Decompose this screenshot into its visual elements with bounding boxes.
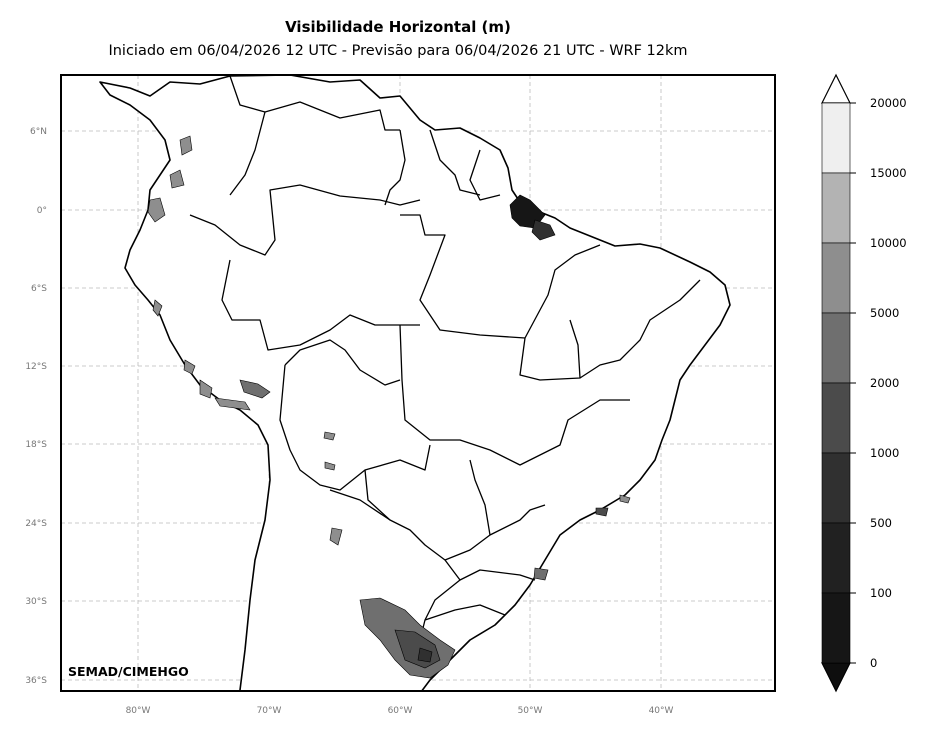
political-borders (189, 75, 701, 651)
colorbar-segment (821, 312, 851, 384)
latitude-labels: 6°N 0° 6°S 12°S 18°S 24°S 30°S 36°S (25, 127, 47, 686)
colorbar-segment (821, 242, 851, 314)
lon-label: 40°W (649, 706, 674, 716)
colorbar-extend-top (821, 73, 851, 104)
colorbar-segment (821, 452, 851, 524)
lat-label: 36°S (25, 676, 47, 686)
lon-label: 70°W (257, 706, 282, 716)
colorbar-tick-label: 500 (870, 516, 892, 530)
colorbar-tick-label: 0 (870, 656, 877, 670)
colorbar-tick-label: 100 (870, 586, 892, 600)
colorbar-segment (821, 592, 851, 664)
lon-label: 80°W (126, 706, 151, 716)
longitude-labels: 80°W 70°W 60°W 50°W 40°W (126, 706, 674, 716)
lat-label: 6°N (30, 127, 47, 137)
map-title: Visibilidade Horizontal (m) (285, 18, 511, 36)
lat-label: 18°S (25, 440, 47, 450)
credit-label: SEMAD/CIMEHGO (68, 664, 189, 679)
map-frame (60, 74, 776, 692)
colorbar-segment (821, 102, 851, 174)
colorbar-segment (821, 522, 851, 594)
lat-label: 6°S (31, 284, 47, 294)
colorbar-tick-label: 2000 (870, 376, 899, 390)
colorbar-tick-label: 20000 (870, 96, 907, 110)
colorbar-segment (821, 172, 851, 244)
colorbar-tick-label: 15000 (870, 166, 907, 180)
colorbar-tick-label: 1000 (870, 446, 899, 460)
low-visibility-areas (147, 135, 631, 679)
lat-label: 0° (37, 206, 47, 216)
lon-label: 50°W (518, 706, 543, 716)
lat-label: 30°S (25, 597, 47, 607)
lat-label: 12°S (25, 362, 47, 372)
map-subtitle: Iniciado em 06/04/2026 12 UTC - Previsão… (108, 43, 688, 59)
colorbar-tick-label: 5000 (870, 306, 899, 320)
colorbar-segment (821, 382, 851, 454)
colorbar-extend-bottom (821, 662, 851, 693)
lat-label: 24°S (25, 519, 47, 529)
colorbar-tick-label: 10000 (870, 236, 907, 250)
lon-label: 60°W (388, 706, 413, 716)
